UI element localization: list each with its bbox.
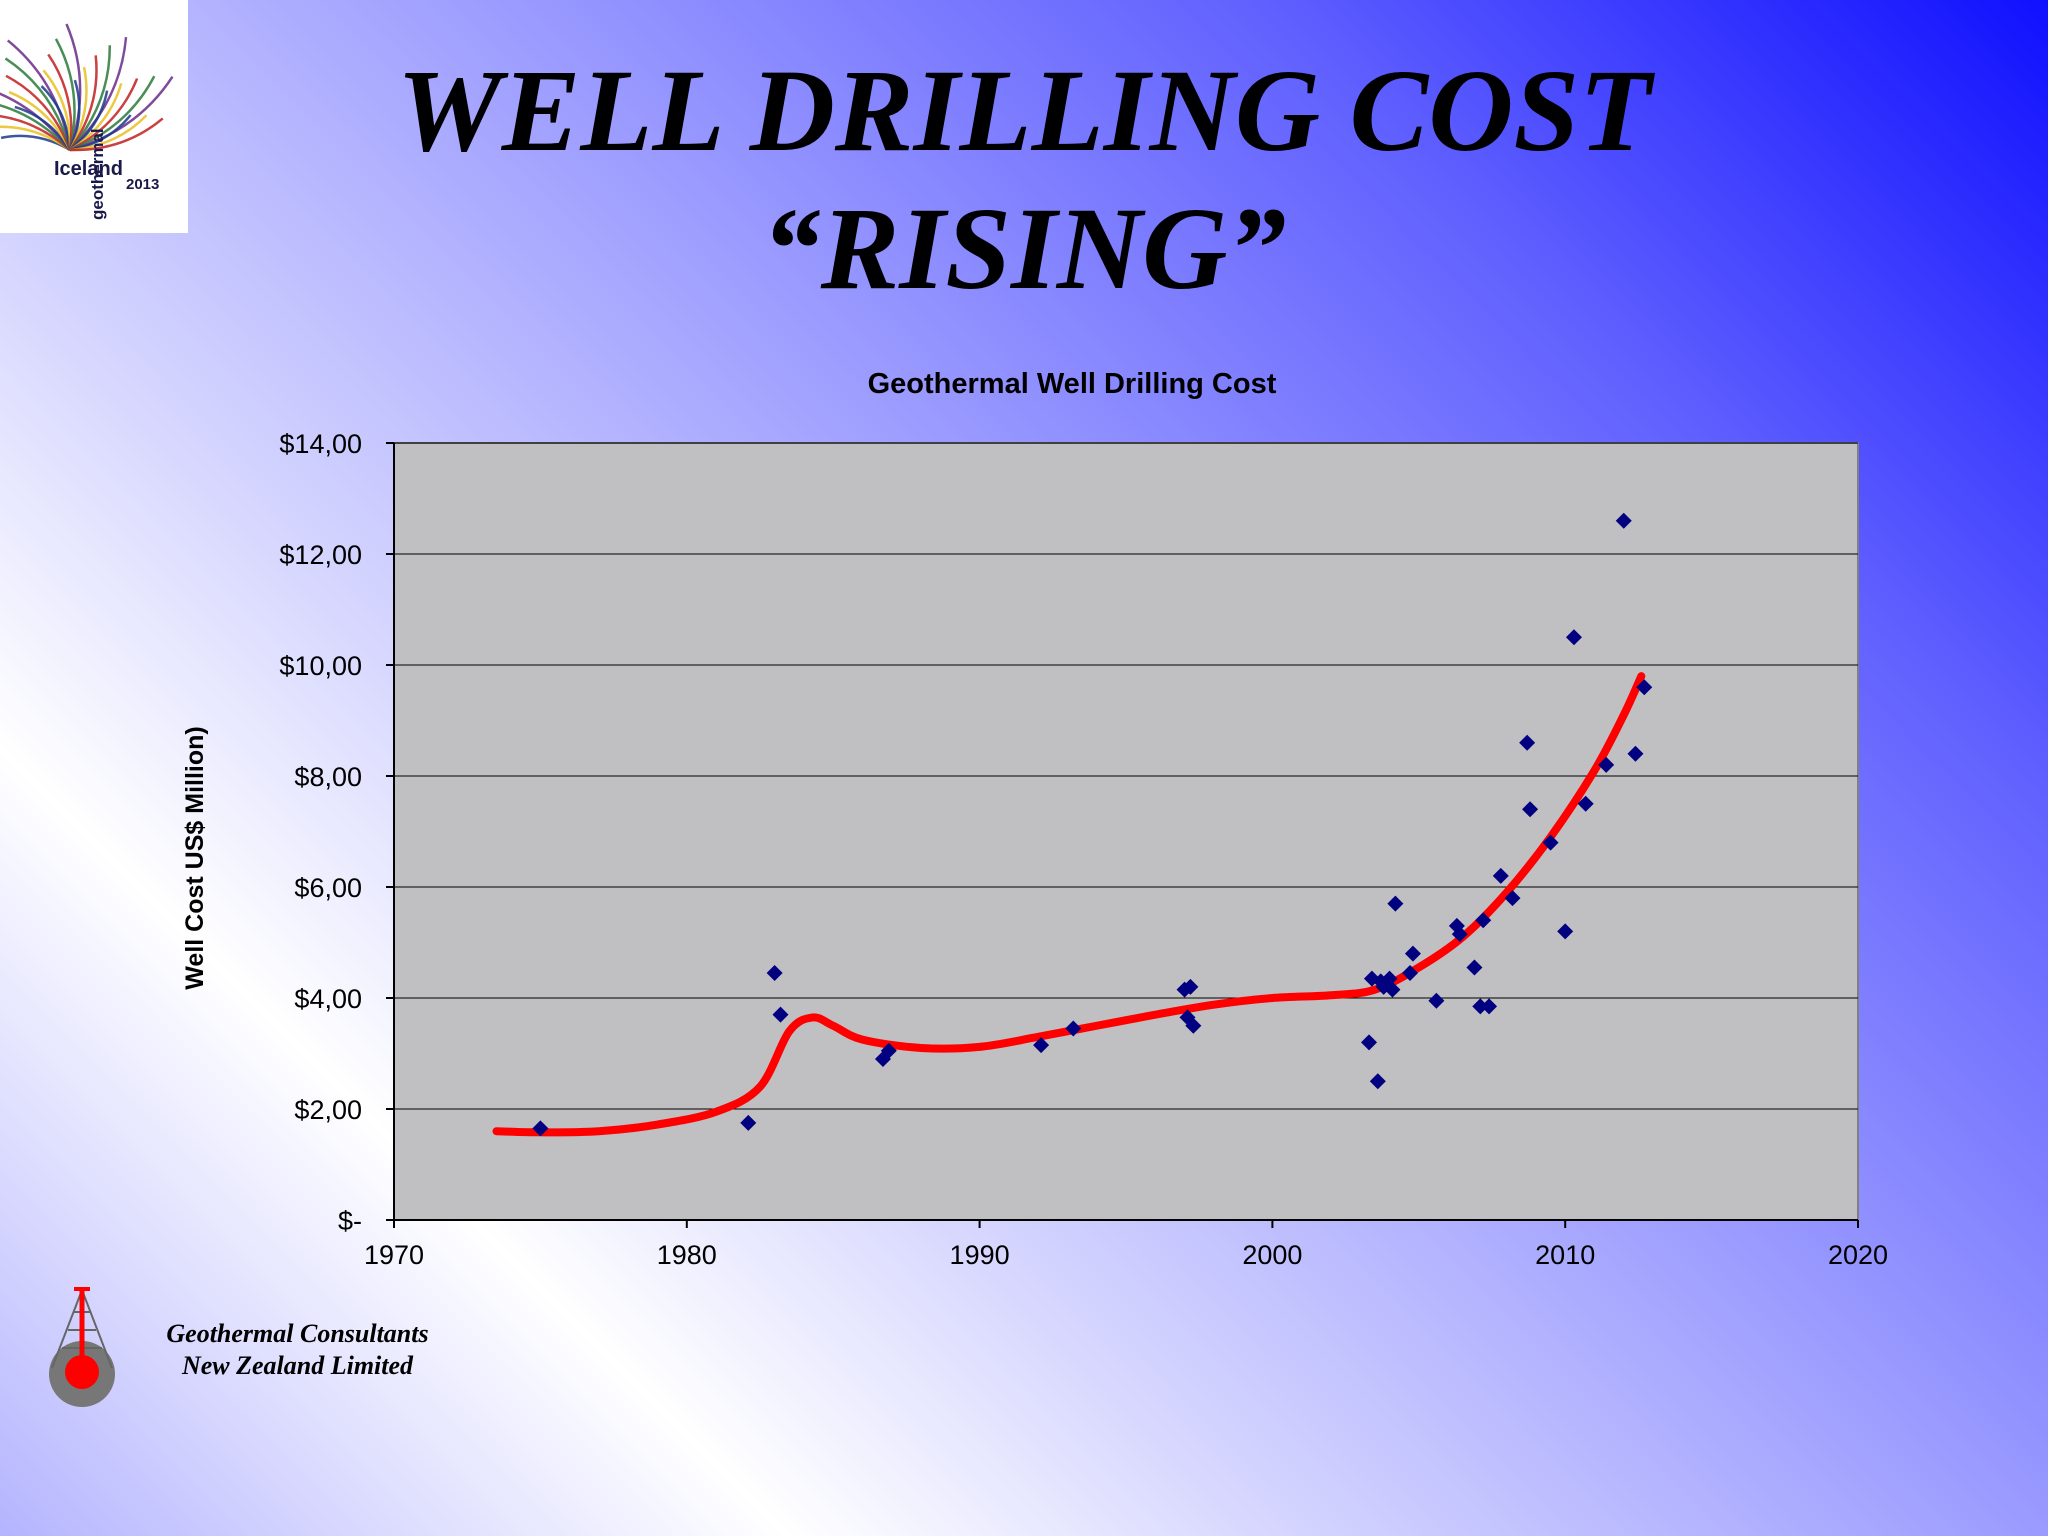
x-tick-label: 2010 xyxy=(1535,1240,1595,1270)
data-point xyxy=(766,965,783,982)
data-point xyxy=(1627,745,1644,762)
data-point xyxy=(1598,756,1615,773)
plot-area xyxy=(393,442,1859,1221)
logo-vertical-word: geothermal xyxy=(88,128,107,220)
logo-stroke xyxy=(4,57,72,151)
x-tick-label: 2020 xyxy=(1828,1240,1888,1270)
logo-year: 2013 xyxy=(126,176,160,193)
data-point xyxy=(1615,512,1632,529)
y-tick-label: $12,00 xyxy=(279,540,362,570)
y-tick-label: $- xyxy=(338,1206,362,1236)
x-tick-label: 1980 xyxy=(657,1240,717,1270)
logo-stroke xyxy=(69,45,112,151)
feather-burst-icon xyxy=(0,23,174,152)
data-point xyxy=(1361,1034,1378,1051)
data-point xyxy=(1472,998,1489,1015)
logo-word: Iceland xyxy=(54,158,123,180)
data-point xyxy=(1369,1073,1386,1090)
data-point xyxy=(1384,981,1401,998)
data-point xyxy=(740,1114,757,1131)
data-point xyxy=(1402,965,1419,982)
data-point xyxy=(1481,998,1498,1015)
data-point xyxy=(532,1120,549,1137)
data-point xyxy=(1557,923,1574,940)
data-point xyxy=(1492,867,1509,884)
data-point xyxy=(1565,629,1582,646)
data-point xyxy=(1065,1020,1082,1037)
data-point xyxy=(1522,801,1539,818)
data-point xyxy=(1451,926,1468,943)
x-tick-label: 2000 xyxy=(1242,1240,1302,1270)
data-point xyxy=(880,1042,897,1059)
company-line-2: New Zealand Limited xyxy=(181,1351,414,1380)
logo-stroke xyxy=(69,117,164,152)
slide-title-line-1: WELL DRILLING COST xyxy=(396,45,1652,176)
y-tick-label: $4,00 xyxy=(294,984,362,1014)
y-tick-label: $6,00 xyxy=(294,873,362,903)
data-point xyxy=(1504,890,1521,907)
company-line-1: Geothermal Consultants xyxy=(166,1319,429,1348)
data-point xyxy=(1404,945,1421,962)
data-point xyxy=(1179,1009,1196,1026)
data-point xyxy=(1381,970,1398,987)
drill-rig-icon xyxy=(49,1287,115,1407)
logo-stroke xyxy=(54,38,76,151)
y-tick-label: $2,00 xyxy=(294,1095,362,1125)
y-tick-label: $14,00 xyxy=(279,429,362,459)
slide-title-line-2: “RISING” xyxy=(761,183,1287,314)
data-point xyxy=(1542,834,1559,851)
data-point xyxy=(1475,912,1492,929)
iceland-geothermal-logo: Iceland 2013 geothermal xyxy=(0,0,188,233)
data-point xyxy=(1185,1017,1202,1034)
data-point xyxy=(1387,895,1404,912)
logo-stroke xyxy=(69,75,156,152)
chart-title: Geothermal Well Drilling Cost xyxy=(868,368,1277,400)
x-tick-label: 1990 xyxy=(950,1240,1010,1270)
data-point xyxy=(1182,978,1199,995)
logo-stroke xyxy=(0,104,71,151)
x-tick-label: 1970 xyxy=(364,1240,424,1270)
data-point xyxy=(1577,795,1594,812)
data-point xyxy=(1033,1037,1050,1054)
company-name: Geothermal Consultants New Zealand Limit… xyxy=(150,1318,445,1382)
data-point xyxy=(1428,992,1445,1009)
data-point xyxy=(772,1006,789,1023)
data-point xyxy=(1519,734,1536,751)
data-point xyxy=(1636,679,1653,696)
y-axis-label: Well Cost US$ Million) xyxy=(181,726,209,989)
data-point xyxy=(1466,959,1483,976)
y-tick-label: $8,00 xyxy=(294,762,362,792)
well-drilling-cost-chart: Geothermal Well Drilling Cost Well Cost … xyxy=(181,368,1888,1270)
y-tick-label: $10,00 xyxy=(279,651,362,681)
